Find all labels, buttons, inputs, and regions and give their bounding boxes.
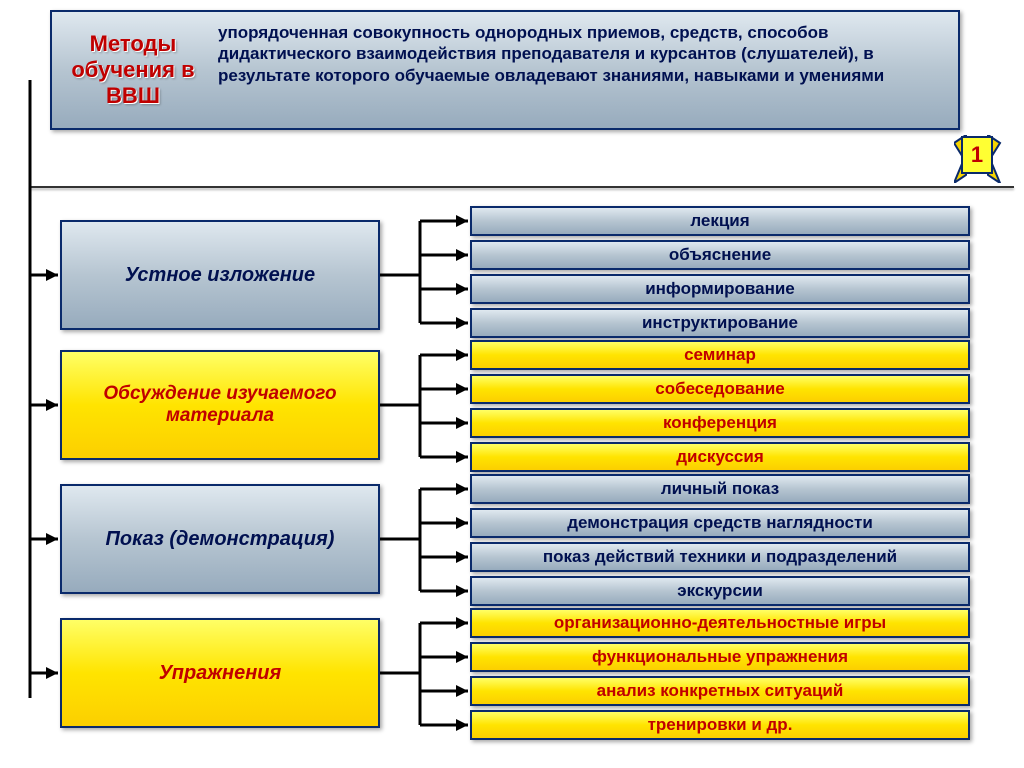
item-discuss-1-label: собеседование <box>655 379 785 399</box>
item-show-0-label: личный показ <box>661 479 779 499</box>
diagram-title-text: Методы обучения в ВВШ <box>60 31 206 109</box>
item-exerc-1: функциональные упражнения <box>470 642 970 672</box>
item-show-2: показ действий техники и подразделений <box>470 542 970 572</box>
item-show-2-label: показ действий техники и подразделений <box>543 547 897 567</box>
divider <box>30 186 1014 188</box>
group-exerc-label: Упражнения <box>159 662 282 685</box>
item-show-0: личный показ <box>470 474 970 504</box>
item-show-3: экскурсии <box>470 576 970 606</box>
item-show-1-label: демонстрация средств наглядности <box>567 513 873 533</box>
item-discuss-0-label: семинар <box>684 345 756 365</box>
group-discuss-label: Обсуждение изучаемого материала <box>68 383 372 427</box>
item-exerc-3: тренировки и др. <box>470 710 970 740</box>
item-show-1: демонстрация средств наглядности <box>470 508 970 538</box>
item-oral-0: лекция <box>470 206 970 236</box>
group-show: Показ (демонстрация) <box>60 484 380 594</box>
diagram-definition: упорядоченная совокупность однородных пр… <box>218 22 938 118</box>
item-discuss-3: дискуссия <box>470 442 970 472</box>
item-exerc-0: организационно-деятельностные игры <box>470 608 970 638</box>
diagram-stage: Методы обучения в ВВШ упорядоченная сово… <box>0 0 1024 768</box>
item-exerc-2-label: анализ конкретных ситуаций <box>597 681 844 701</box>
item-oral-1-label: объяснение <box>669 245 771 265</box>
group-show-label: Показ (демонстрация) <box>106 528 335 551</box>
item-discuss-0: семинар <box>470 340 970 370</box>
item-oral-2-label: информирование <box>645 279 795 299</box>
item-oral-3-label: инструктирование <box>642 313 798 333</box>
item-oral-2: информирование <box>470 274 970 304</box>
item-oral-3: инструктирование <box>470 308 970 338</box>
item-oral-1: объяснение <box>470 240 970 270</box>
group-oral-label: Устное изложение <box>125 264 315 287</box>
slide-number-badge: 1 <box>954 135 1000 175</box>
item-discuss-3-label: дискуссия <box>676 447 764 467</box>
diagram-title: Методы обучения в ВВШ <box>60 18 206 122</box>
item-exerc-3-label: тренировки и др. <box>648 715 793 735</box>
slide-number: 1 <box>954 135 1000 175</box>
item-discuss-2-label: конференция <box>663 413 777 433</box>
group-discuss: Обсуждение изучаемого материала <box>60 350 380 460</box>
item-oral-0-label: лекция <box>690 211 749 231</box>
item-exerc-1-label: функциональные упражнения <box>592 647 848 667</box>
item-show-3-label: экскурсии <box>677 581 763 601</box>
item-exerc-2: анализ конкретных ситуаций <box>470 676 970 706</box>
item-exerc-0-label: организационно-деятельностные игры <box>554 613 886 633</box>
group-exerc: Упражнения <box>60 618 380 728</box>
item-discuss-1: собеседование <box>470 374 970 404</box>
group-oral: Устное изложение <box>60 220 380 330</box>
item-discuss-2: конференция <box>470 408 970 438</box>
